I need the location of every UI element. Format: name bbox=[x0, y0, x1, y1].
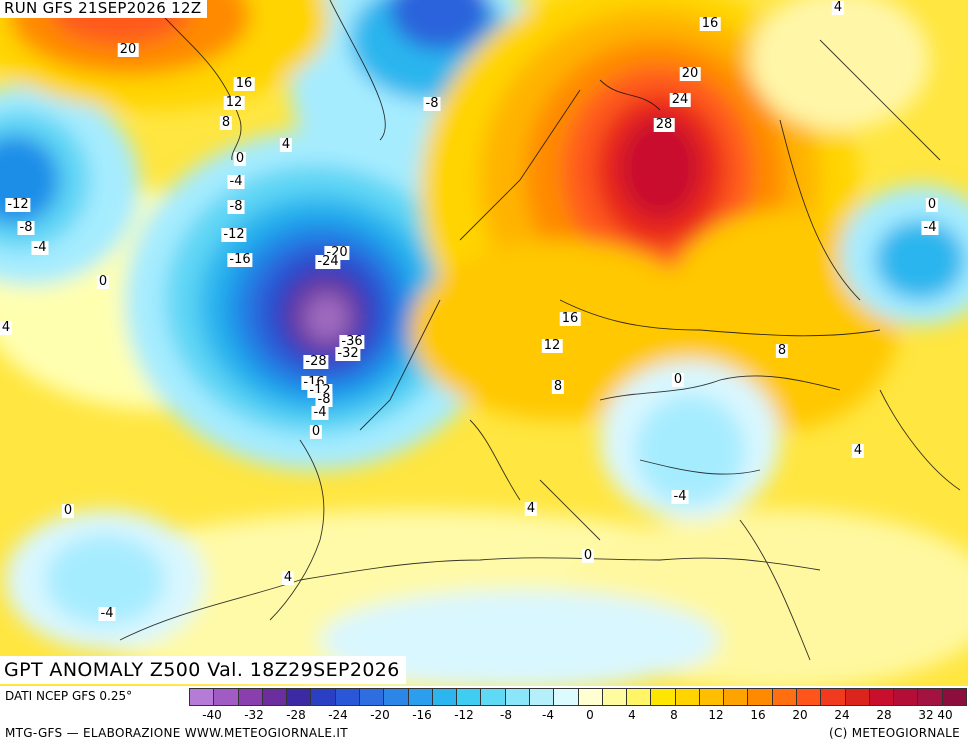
colorbar-cell bbox=[432, 689, 458, 705]
colorbar-tick-label: 28 bbox=[876, 708, 892, 722]
anomaly-map bbox=[0, 0, 968, 686]
colorbar-tick-label: -20 bbox=[370, 708, 390, 722]
data-source-label: DATI NCEP GFS 0.25° bbox=[5, 689, 133, 703]
colorbar-cell bbox=[942, 689, 966, 705]
colorbar-tick-label: -12 bbox=[454, 708, 474, 722]
colorbar-cell bbox=[651, 689, 676, 705]
legend-footer: DATI NCEP GFS 0.25° -40 -32 -28 -24 -20 -16 -1… bbox=[0, 686, 968, 745]
colorbar-tick-label: -16 bbox=[412, 708, 432, 722]
colorbar-tick-label: 8 bbox=[670, 708, 678, 722]
colorbar-cell bbox=[869, 689, 895, 705]
colorbar-tick-label: -4 bbox=[542, 708, 554, 722]
colorbar-tick-label: -28 bbox=[286, 708, 306, 722]
colorbar-cell bbox=[505, 689, 530, 705]
colorbar-cell bbox=[821, 689, 846, 705]
colorbar-tick-label: 4 bbox=[628, 708, 636, 722]
colorbar-cell bbox=[238, 689, 263, 705]
colorbar-cell bbox=[554, 689, 579, 705]
colorbar-tick-label: 40 bbox=[937, 708, 953, 722]
colorbar-cell bbox=[408, 689, 433, 705]
colorbar-tick-label: -8 bbox=[500, 708, 512, 722]
colorbar-cell bbox=[772, 689, 798, 705]
map-title: GPT ANOMALY Z500 Val. 18Z29SEP2026 bbox=[0, 656, 406, 684]
colorbar-cell bbox=[894, 689, 919, 705]
colorbar-tick-label: 12 bbox=[708, 708, 724, 722]
map-panel: 20 16 12 8 4 0 -4 -8 -12 -16 -20 -24 -36 -32 -28 -16 -12… bbox=[0, 0, 968, 686]
colorbar-cell bbox=[190, 689, 215, 705]
credit-right: (C) METEOGIORNALE bbox=[828, 726, 960, 740]
colorbar-cell bbox=[845, 689, 870, 705]
colorbar-tick-label: 16 bbox=[750, 708, 766, 722]
colorbar-cell bbox=[384, 689, 409, 705]
colorbar-cell bbox=[699, 689, 725, 705]
colorbar-cell bbox=[335, 689, 360, 705]
colorbar bbox=[189, 688, 967, 706]
colorbar-cell bbox=[748, 689, 773, 705]
colorbar-tick-label: -40 bbox=[202, 708, 222, 722]
colorbar-cell bbox=[457, 689, 482, 705]
colorbar-cell bbox=[287, 689, 312, 705]
credit-left: MTG-GFS — ELABORAZIONE WWW.METEOGIORNALE… bbox=[5, 726, 348, 740]
coastlines bbox=[119, 0, 961, 661]
colorbar-cell bbox=[481, 689, 506, 705]
colorbar-tick-label: 24 bbox=[834, 708, 850, 722]
colorbar-cell bbox=[214, 689, 239, 705]
colorbar-tick-label: 0 bbox=[586, 708, 594, 722]
colorbar-cell bbox=[918, 689, 943, 705]
colorbar-cell bbox=[602, 689, 628, 705]
colorbar-cell bbox=[627, 689, 652, 705]
colorbar-tick-label: 32 bbox=[918, 708, 934, 722]
colorbar-cell bbox=[359, 689, 385, 705]
colorbar-cell bbox=[311, 689, 336, 705]
colorbar-cell bbox=[529, 689, 555, 705]
colorbar-cell bbox=[578, 689, 603, 705]
colorbar-cell bbox=[262, 689, 288, 705]
run-title: RUN GFS 21SEP2026 12Z bbox=[0, 0, 208, 18]
colorbar-tick-label: -32 bbox=[244, 708, 264, 722]
colorbar-tick-label: -24 bbox=[328, 708, 348, 722]
colorbar-cell bbox=[675, 689, 700, 705]
colorbar-cell bbox=[797, 689, 822, 705]
colorbar-cell bbox=[724, 689, 749, 705]
colorbar-tick-label: 20 bbox=[792, 708, 808, 722]
